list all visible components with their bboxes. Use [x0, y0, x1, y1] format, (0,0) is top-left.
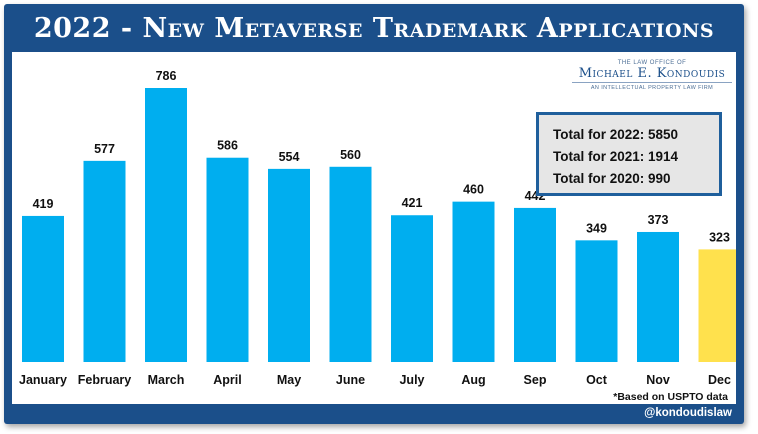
bar-chart: 419 January 577 February 786 March 586 April 554…: [19, 69, 736, 387]
category-label-dec: Dec: [708, 373, 731, 387]
bar-nov: [637, 231, 679, 362]
bar-june: [329, 166, 372, 362]
value-label-nov: 373: [648, 213, 669, 227]
value-label-april: 586: [217, 139, 238, 153]
logo-top-line: THE LAW OFFICE OF: [617, 60, 687, 66]
value-label-may: 554: [279, 150, 300, 164]
value-label-january: 419: [33, 197, 54, 211]
value-label-march: 786: [156, 69, 177, 83]
value-label-february: 577: [94, 142, 115, 156]
total-2021: Total for 2021: 1914: [553, 149, 679, 164]
total-2022: Total for 2022: 5850: [553, 127, 679, 142]
bar-oct: [575, 240, 618, 362]
total-2020: Total for 2020: 990: [553, 171, 671, 186]
value-label-june: 560: [340, 148, 361, 162]
category-label-aug: Aug: [461, 373, 485, 387]
category-label-april: April: [213, 373, 241, 387]
value-label-july: 421: [402, 196, 423, 210]
bar-april: [206, 157, 249, 362]
data-source-footnote: *Based on USPTO data: [613, 391, 728, 403]
category-label-sep: Sep: [524, 373, 547, 387]
bar-february: [83, 160, 126, 362]
bar-march: [145, 88, 187, 362]
bar-aug: [452, 201, 495, 362]
category-label-oct: Oct: [586, 373, 608, 387]
logo-subtitle: AN INTELLECTUAL PROPERTY LAW FIRM: [590, 85, 714, 91]
value-label-dec: 323: [709, 230, 730, 244]
bar-july: [391, 215, 433, 362]
value-label-oct: 349: [586, 221, 607, 235]
category-label-march: March: [148, 373, 185, 387]
category-label-july: July: [399, 373, 424, 387]
chart-panel: 419 January 577 February 786 March 586 April 554…: [12, 52, 736, 404]
category-label-may: May: [277, 373, 301, 387]
logo-name: Michael E. Kondoudis: [572, 66, 732, 83]
bar-may: [268, 168, 310, 362]
category-label-january: January: [19, 373, 67, 387]
chart-frame: 2022 - New Metaverse Trademark Applicati…: [4, 4, 744, 424]
bar-dec: [698, 249, 736, 362]
totals-box: Total for 2022: 5850 Total for 2021: 191…: [536, 112, 722, 196]
law-office-logo: THE LAW OFFICE OF Michael E. Kondoudis A…: [572, 60, 732, 91]
bar-sep: [514, 207, 556, 362]
category-label-june: June: [336, 373, 365, 387]
social-handle: @kondoudislaw: [644, 407, 732, 419]
category-label-nov: Nov: [646, 373, 670, 387]
category-label-february: February: [78, 373, 132, 387]
chart-title: 2022 - New Metaverse Trademark Applicati…: [33, 13, 715, 44]
value-label-aug: 460: [463, 183, 484, 197]
bar-january: [22, 215, 64, 362]
